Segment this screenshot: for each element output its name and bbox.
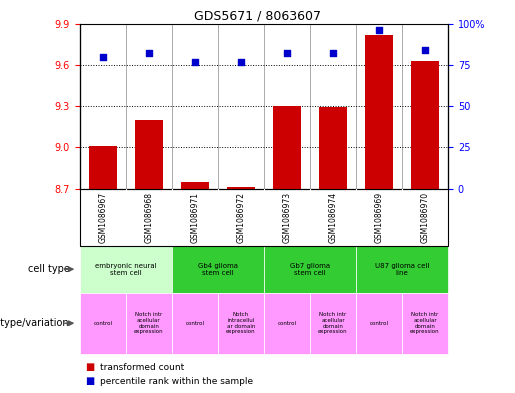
- Bar: [411, 61, 439, 189]
- Text: percentile rank within the sample: percentile rank within the sample: [100, 377, 253, 386]
- Bar: [227, 187, 255, 189]
- Text: GSM1086969: GSM1086969: [374, 191, 384, 243]
- Point: [145, 50, 153, 57]
- Text: Gb7 glioma
stem cell: Gb7 glioma stem cell: [290, 263, 330, 276]
- Text: control: control: [369, 321, 388, 326]
- Point: [329, 50, 337, 57]
- Bar: [181, 182, 209, 189]
- Text: Notch intr
acellular
domain
expression: Notch intr acellular domain expression: [134, 312, 164, 334]
- Text: GSM1086967: GSM1086967: [98, 191, 107, 243]
- Point: [191, 59, 199, 65]
- Text: Gb4 glioma
stem cell: Gb4 glioma stem cell: [198, 263, 238, 276]
- Bar: [135, 120, 163, 189]
- Bar: [273, 106, 301, 189]
- Text: cell type: cell type: [28, 264, 70, 274]
- Bar: [319, 107, 347, 189]
- Text: Notch intr
acellular
domain
expression: Notch intr acellular domain expression: [318, 312, 348, 334]
- Text: Notch intr
acellular
domain
expression: Notch intr acellular domain expression: [410, 312, 440, 334]
- Text: GSM1086971: GSM1086971: [191, 192, 199, 242]
- Point: [421, 47, 429, 53]
- Text: GSM1086968: GSM1086968: [144, 192, 153, 242]
- Text: ■: ■: [85, 376, 94, 386]
- Text: embryonic neural
stem cell: embryonic neural stem cell: [95, 263, 157, 276]
- Text: transformed count: transformed count: [100, 363, 185, 372]
- Text: GSM1086973: GSM1086973: [282, 191, 291, 243]
- Text: U87 glioma cell
line: U87 glioma cell line: [375, 263, 429, 276]
- Text: GSM1086972: GSM1086972: [236, 192, 246, 242]
- Bar: [365, 35, 393, 189]
- Text: control: control: [185, 321, 204, 326]
- Text: ■: ■: [85, 362, 94, 373]
- Point: [375, 27, 383, 33]
- Text: GDS5671 / 8063607: GDS5671 / 8063607: [194, 10, 321, 23]
- Point: [237, 59, 245, 65]
- Text: genotype/variation: genotype/variation: [0, 318, 70, 328]
- Point: [99, 53, 107, 60]
- Text: control: control: [93, 321, 112, 326]
- Point: [283, 50, 291, 57]
- Bar: [89, 146, 116, 189]
- Text: control: control: [278, 321, 297, 326]
- Text: GSM1086974: GSM1086974: [329, 191, 337, 243]
- Text: Notch
intracellul
ar domain
expression: Notch intracellul ar domain expression: [226, 312, 256, 334]
- Text: GSM1086970: GSM1086970: [421, 191, 430, 243]
